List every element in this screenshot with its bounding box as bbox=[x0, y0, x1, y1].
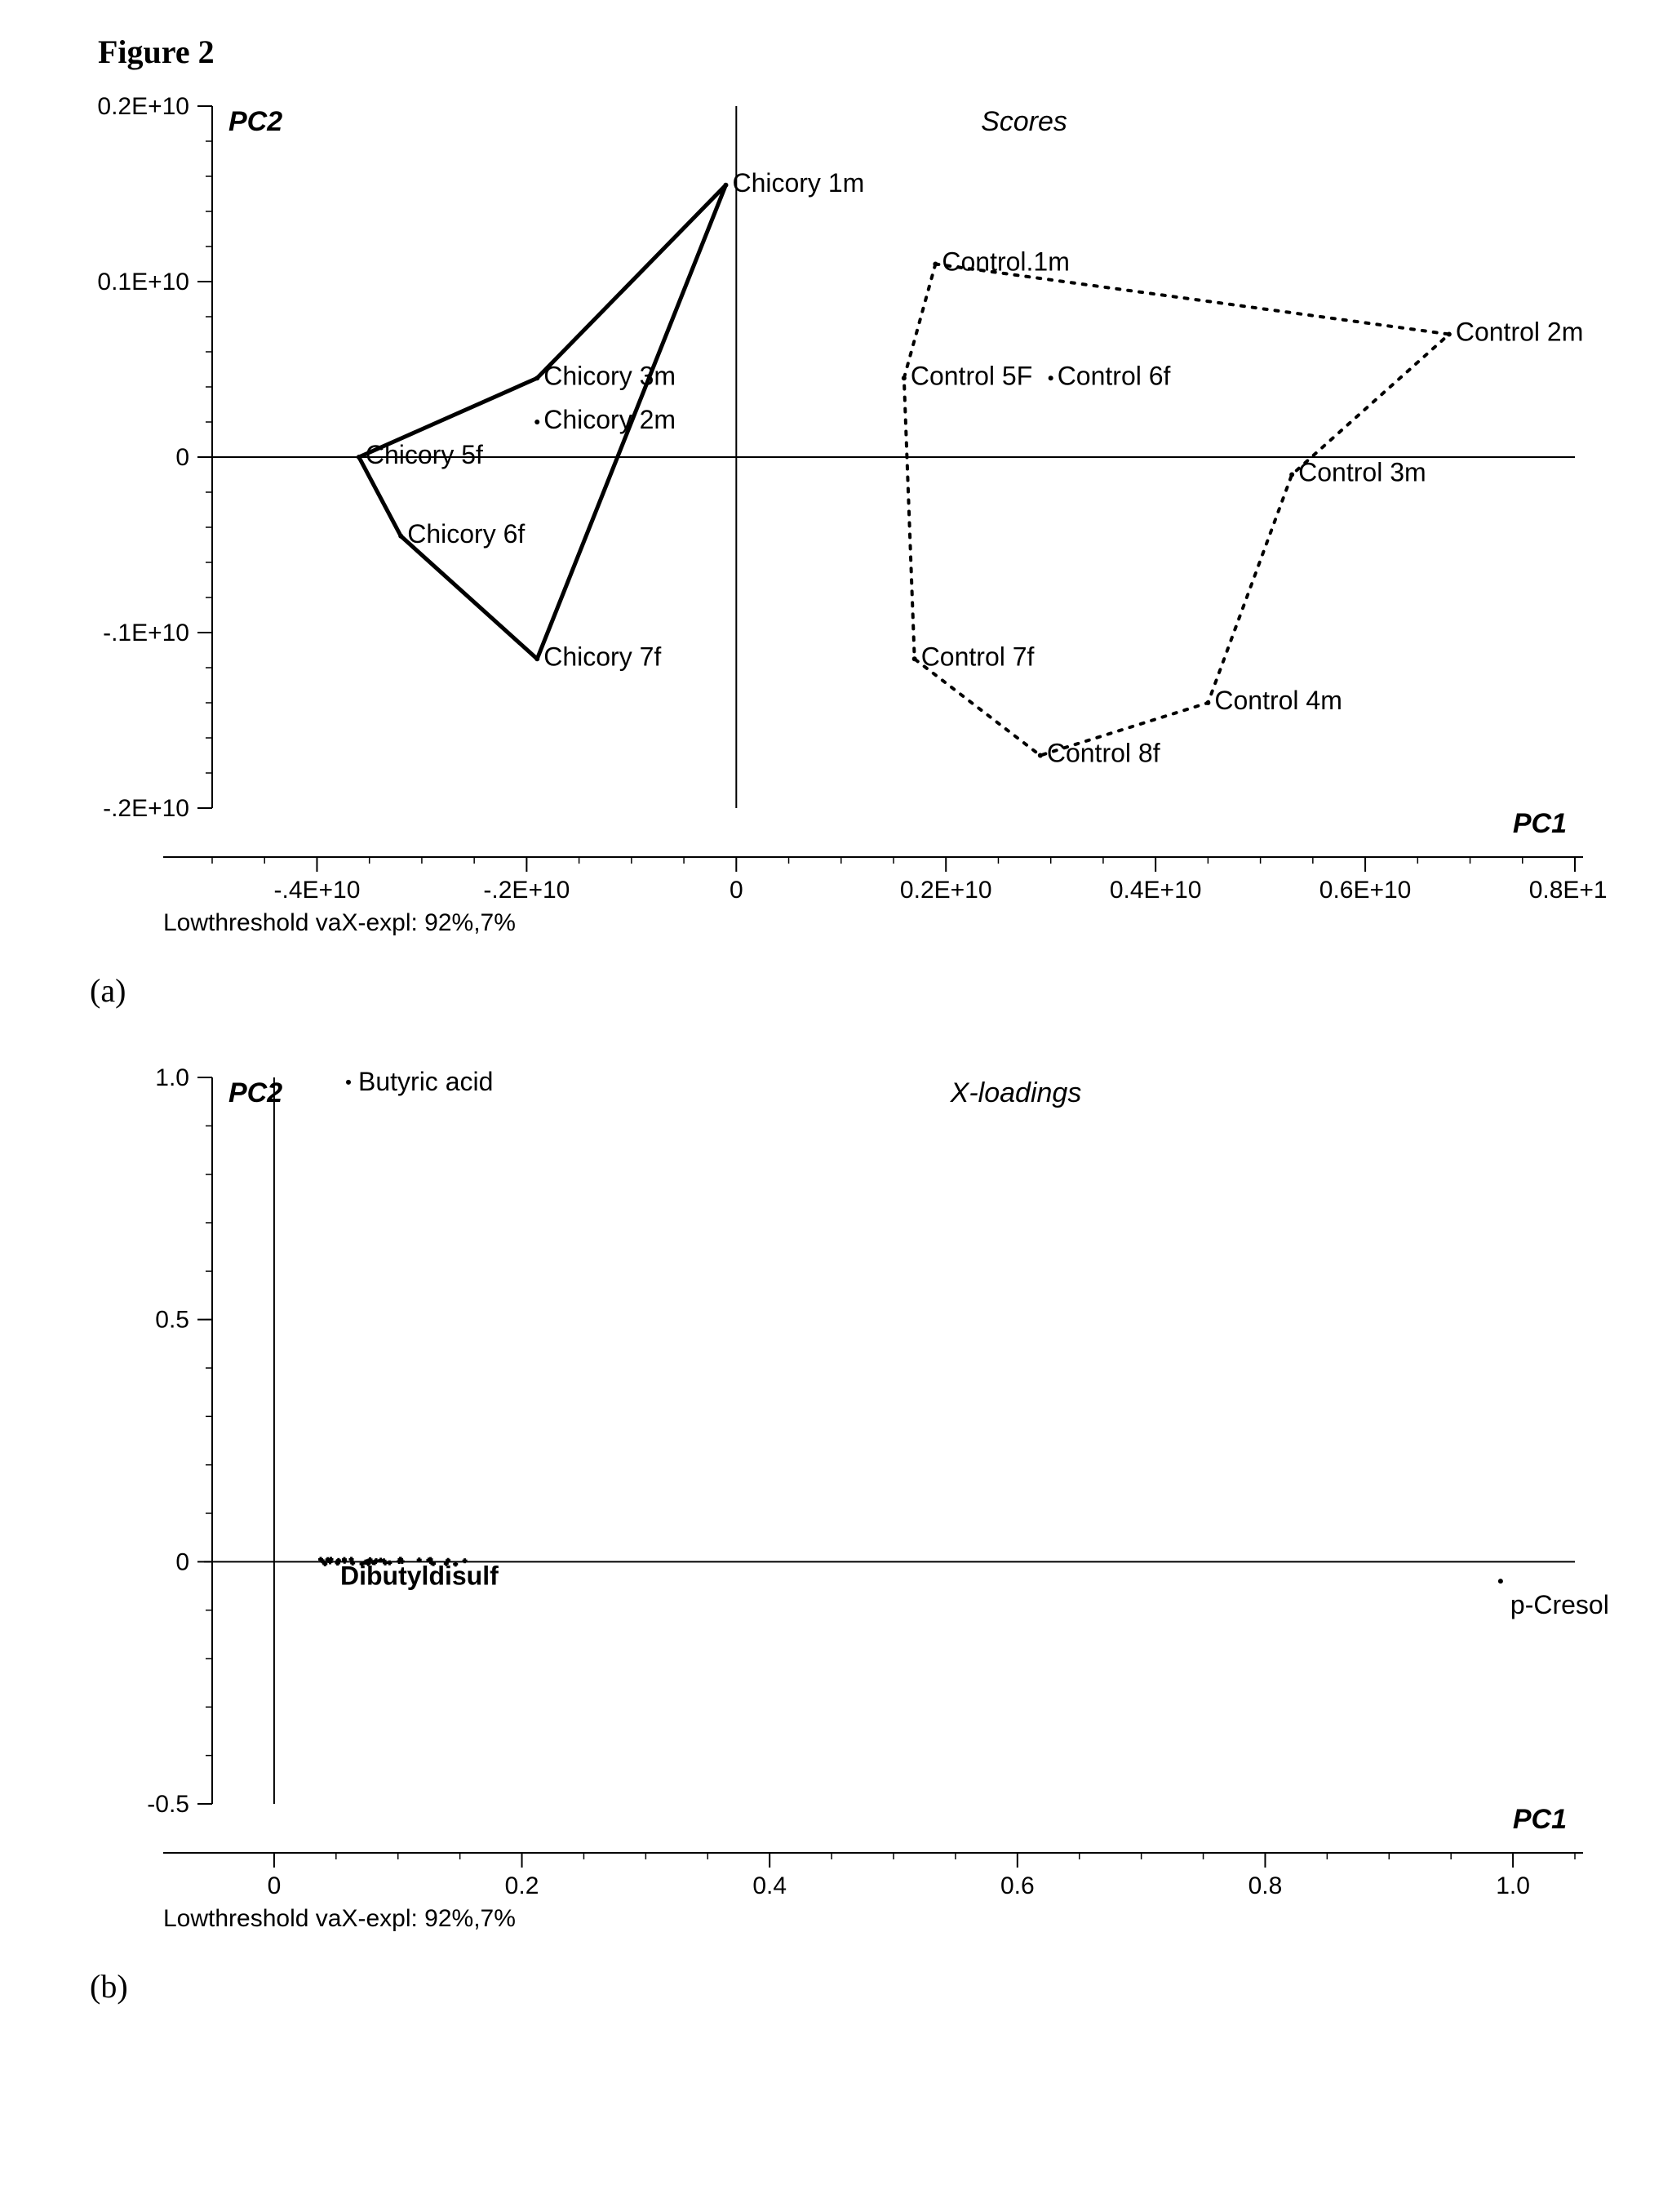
x-tick-label: 1.0 bbox=[1496, 1872, 1530, 1899]
x-tick-label: 0.2E+10 bbox=[900, 877, 992, 904]
x-axis-label: PC1 bbox=[1513, 808, 1567, 839]
subplot-b-label: (b) bbox=[90, 1967, 128, 2005]
y-tick-label: 0 bbox=[175, 444, 189, 471]
y-axis-label: PC2 bbox=[228, 106, 282, 137]
x-tick-label: 0.2 bbox=[505, 1872, 539, 1899]
loading-label: Butyric acid bbox=[358, 1067, 493, 1096]
control-point bbox=[1205, 700, 1210, 705]
chicory-label: Chicory 3m bbox=[543, 361, 676, 390]
plot-title: X-loadings bbox=[950, 1077, 1082, 1108]
y-tick-label: -.1E+10 bbox=[103, 620, 189, 646]
control-label: Control 4m bbox=[1214, 686, 1342, 715]
figure-title: Figure 2 bbox=[98, 33, 215, 71]
x-tick-label: 0 bbox=[268, 1872, 282, 1899]
chicory-label: Chicory 1m bbox=[732, 168, 864, 198]
x-tick-label: 0.6E+10 bbox=[1319, 877, 1412, 904]
loading-point bbox=[346, 1080, 351, 1085]
y-tick-label: 1.0 bbox=[155, 1064, 189, 1091]
control-label: Control 7f bbox=[921, 642, 1035, 671]
chicory-point bbox=[723, 183, 728, 188]
scores-plot: -.2E+10 -.1E+10 0 0.1E+10 0.2E+10 PC2 Scores -.… bbox=[73, 90, 1608, 955]
chicory-point bbox=[534, 656, 539, 661]
x-tick-label: 0.4 bbox=[752, 1872, 787, 1899]
x-tick-label: 0.8E+10 bbox=[1529, 877, 1608, 904]
chicory-label: Chicory 2m bbox=[543, 405, 676, 434]
x-tick-label: 0.4E+10 bbox=[1110, 877, 1202, 904]
x-tick-label: 0.8 bbox=[1248, 1872, 1283, 1899]
control-label: Control 6f bbox=[1058, 361, 1171, 390]
loading-point bbox=[1498, 1579, 1503, 1583]
control-point bbox=[1038, 753, 1043, 758]
control-point bbox=[1447, 332, 1452, 337]
plot-footnote: Lowthreshold vaX-expl: 92%,7% bbox=[163, 909, 516, 936]
y-tick-label: -0.5 bbox=[147, 1791, 189, 1818]
chicory-label: Chicory 5f bbox=[366, 440, 483, 469]
control-label: Control 3m bbox=[1298, 458, 1426, 487]
x-tick-label: -.2E+10 bbox=[483, 877, 570, 904]
control-label: Control.1m bbox=[942, 247, 1070, 277]
control-label: Control 8f bbox=[1047, 739, 1160, 768]
x-axis-label: PC1 bbox=[1513, 1804, 1567, 1835]
x-tick-label: 0 bbox=[730, 877, 743, 904]
chicory-point bbox=[534, 420, 539, 424]
control-point bbox=[1289, 473, 1294, 477]
control-label: Control 5F bbox=[911, 361, 1032, 390]
y-tick-label: 0 bbox=[175, 1548, 189, 1575]
control-point bbox=[912, 656, 917, 661]
y-tick-label: -.2E+10 bbox=[103, 795, 189, 822]
cluster-label: Dibutyldisulf bbox=[340, 1561, 499, 1590]
loading-label: p-Cresol bbox=[1510, 1590, 1608, 1619]
chicory-point bbox=[534, 375, 539, 380]
y-tick-label: 0.2E+10 bbox=[97, 93, 189, 120]
x-tick-label: -.4E+10 bbox=[274, 877, 361, 904]
control-point bbox=[1049, 375, 1053, 380]
loadings-plot: -0.5 0 0.5 1.0 PC2 X-loadings 0 0.2 0.4 0.6 0.8 1.0… bbox=[73, 1061, 1608, 1951]
control-point bbox=[902, 375, 907, 380]
plot-footnote: Lowthreshold vaX-expl: 92%,7% bbox=[163, 1905, 516, 1932]
y-tick-label: 0.5 bbox=[155, 1307, 189, 1334]
plot-title: Scores bbox=[981, 106, 1067, 137]
chicory-point bbox=[357, 455, 361, 460]
control-point bbox=[933, 262, 938, 267]
control-label: Control 2m bbox=[1456, 318, 1584, 347]
y-tick-label: 0.1E+10 bbox=[97, 269, 189, 295]
chicory-label: Chicory 7f bbox=[543, 642, 661, 671]
x-tick-label: 0.6 bbox=[1000, 1872, 1035, 1899]
control-hull bbox=[904, 264, 1449, 756]
chicory-label: Chicory 6f bbox=[407, 519, 525, 549]
subplot-a-label: (a) bbox=[90, 971, 126, 1010]
y-axis-label: PC2 bbox=[228, 1077, 282, 1108]
chicory-point bbox=[398, 534, 403, 539]
